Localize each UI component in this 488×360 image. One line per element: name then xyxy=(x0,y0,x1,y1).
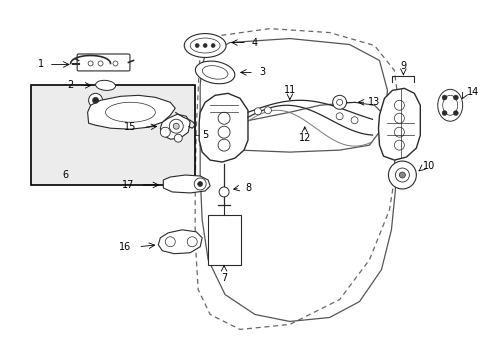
Circle shape xyxy=(187,237,197,247)
Circle shape xyxy=(335,113,343,120)
Circle shape xyxy=(399,172,405,178)
Circle shape xyxy=(195,44,199,48)
Circle shape xyxy=(254,108,261,115)
Ellipse shape xyxy=(202,66,227,79)
Circle shape xyxy=(394,127,404,137)
Text: 8: 8 xyxy=(244,183,250,193)
Polygon shape xyxy=(87,95,175,129)
Ellipse shape xyxy=(195,61,234,84)
Text: 1: 1 xyxy=(38,59,44,69)
Text: 16: 16 xyxy=(119,242,131,252)
Circle shape xyxy=(92,97,99,103)
Text: 3: 3 xyxy=(258,67,264,77)
Circle shape xyxy=(197,181,202,186)
Circle shape xyxy=(88,61,93,66)
Ellipse shape xyxy=(184,33,225,58)
Polygon shape xyxy=(158,230,202,254)
Text: 5: 5 xyxy=(202,130,208,140)
Ellipse shape xyxy=(437,89,462,121)
Circle shape xyxy=(394,100,404,110)
Circle shape xyxy=(194,178,206,190)
Text: 13: 13 xyxy=(367,97,380,107)
Polygon shape xyxy=(199,93,247,162)
Text: 14: 14 xyxy=(466,87,478,97)
Circle shape xyxy=(211,44,215,48)
FancyBboxPatch shape xyxy=(77,54,130,71)
Text: 10: 10 xyxy=(422,161,434,171)
Text: 12: 12 xyxy=(298,133,310,143)
Polygon shape xyxy=(378,88,420,160)
Text: 4: 4 xyxy=(251,37,258,48)
Text: 2: 2 xyxy=(67,80,74,90)
Circle shape xyxy=(394,113,404,123)
Circle shape xyxy=(441,111,446,116)
Circle shape xyxy=(113,61,118,66)
Circle shape xyxy=(160,127,170,137)
Circle shape xyxy=(174,134,182,142)
Circle shape xyxy=(441,95,446,100)
Text: 17: 17 xyxy=(122,180,134,190)
Circle shape xyxy=(165,237,175,247)
Circle shape xyxy=(88,93,102,107)
Polygon shape xyxy=(163,175,210,193)
Circle shape xyxy=(218,112,229,124)
Circle shape xyxy=(264,107,271,114)
Text: 11: 11 xyxy=(283,85,295,95)
Text: 15: 15 xyxy=(124,122,136,132)
Circle shape xyxy=(218,139,229,151)
Circle shape xyxy=(218,126,229,138)
Circle shape xyxy=(395,168,408,182)
Circle shape xyxy=(452,111,457,116)
Text: 6: 6 xyxy=(62,170,69,180)
Circle shape xyxy=(350,117,357,124)
Bar xyxy=(208,215,241,265)
Circle shape xyxy=(98,61,103,66)
Circle shape xyxy=(394,140,404,150)
Ellipse shape xyxy=(105,102,155,122)
Ellipse shape xyxy=(442,95,457,115)
Circle shape xyxy=(452,95,457,100)
Text: 7: 7 xyxy=(221,273,227,283)
Circle shape xyxy=(219,187,228,197)
Circle shape xyxy=(336,99,342,105)
Circle shape xyxy=(203,44,207,48)
Circle shape xyxy=(387,161,415,189)
Circle shape xyxy=(332,95,346,109)
Text: 9: 9 xyxy=(400,62,406,71)
Ellipse shape xyxy=(96,80,115,90)
Bar xyxy=(31,85,195,185)
Circle shape xyxy=(173,123,179,129)
Ellipse shape xyxy=(190,38,220,53)
Circle shape xyxy=(169,119,183,133)
Polygon shape xyxy=(160,114,190,139)
